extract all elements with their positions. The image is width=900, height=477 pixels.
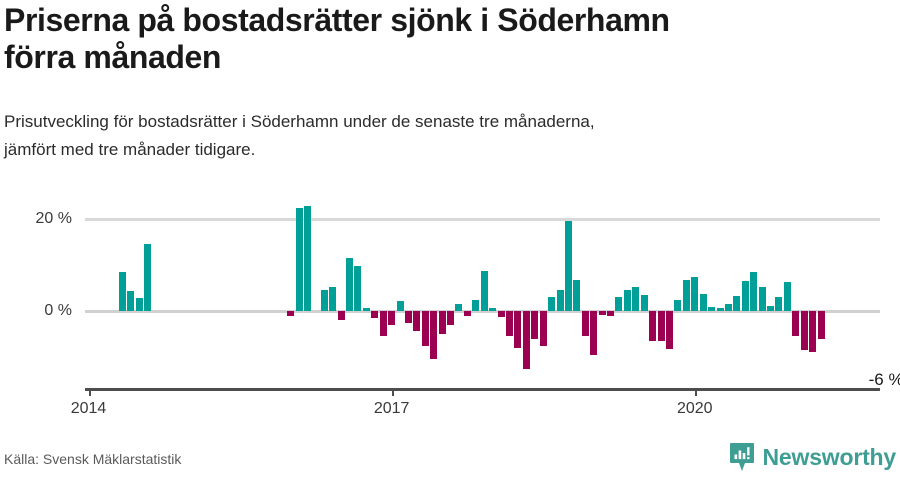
bar xyxy=(724,304,732,311)
bar xyxy=(632,287,640,311)
bar xyxy=(767,306,775,311)
bar xyxy=(809,311,817,353)
bar xyxy=(615,297,623,311)
bar xyxy=(388,311,396,325)
bar xyxy=(320,290,328,311)
bar xyxy=(472,299,480,311)
plot-area: -6 % xyxy=(85,196,900,388)
y-axis-label-20: 20 % xyxy=(35,210,72,227)
bar xyxy=(691,276,699,311)
gridline-0 xyxy=(85,309,880,313)
x-axis-label-2017: 2017 xyxy=(373,400,410,417)
bar xyxy=(564,221,572,311)
bar xyxy=(497,311,505,317)
bar xyxy=(590,311,598,355)
bar xyxy=(640,294,648,311)
bar xyxy=(649,311,657,341)
bar xyxy=(506,311,513,337)
x-axis-line xyxy=(85,388,880,391)
bar xyxy=(287,311,295,316)
x-tick-mark-2017 xyxy=(391,388,394,396)
bar xyxy=(783,282,791,311)
x-tick-mark-2020 xyxy=(694,388,697,396)
bar xyxy=(699,293,707,311)
bar xyxy=(135,297,143,311)
bar xyxy=(396,301,404,311)
bar xyxy=(522,311,530,369)
bar xyxy=(447,311,455,325)
bar xyxy=(716,308,724,311)
bar xyxy=(489,308,497,311)
bar xyxy=(665,311,673,349)
bar xyxy=(118,271,126,311)
bar xyxy=(657,311,665,341)
bar xyxy=(421,311,429,346)
bar xyxy=(674,299,682,311)
bar xyxy=(127,291,135,311)
bar xyxy=(741,281,749,311)
value-annotation: -6 % xyxy=(868,369,900,389)
bar xyxy=(708,307,716,311)
newsworthy-logo: Newsworthy xyxy=(729,442,896,472)
bar xyxy=(455,304,463,311)
bar xyxy=(438,311,446,334)
bar xyxy=(623,290,631,311)
bar xyxy=(581,311,589,337)
brand-name: Newsworthy xyxy=(762,443,897,470)
bar xyxy=(556,290,564,311)
bar xyxy=(337,311,345,321)
bar xyxy=(303,206,311,311)
bar xyxy=(430,311,438,360)
bar xyxy=(346,258,354,311)
x-tick-mark-2014 xyxy=(88,388,91,396)
bar xyxy=(539,311,547,346)
bar xyxy=(480,270,488,311)
bar-series xyxy=(85,196,880,386)
bar xyxy=(329,286,337,311)
bar xyxy=(800,311,808,351)
x-axis-label-2014: 2014 xyxy=(70,400,107,417)
bar xyxy=(573,279,581,311)
chart-subtitle: Prisutveckling för bostadsrätter i Söder… xyxy=(4,112,595,159)
bar xyxy=(548,297,556,311)
x-axis-label-2020: 2020 xyxy=(676,400,713,417)
bar xyxy=(514,311,522,348)
bar xyxy=(817,311,825,339)
bar xyxy=(371,311,379,318)
bar xyxy=(379,311,387,337)
bar xyxy=(598,311,606,315)
bar-chart-pin-icon xyxy=(729,442,755,472)
source-note: Källa: Svensk Mäklarstatistik xyxy=(4,451,182,467)
bar xyxy=(143,244,151,311)
bar-chart: -6 % 20 % 0 % 2014 2017 2020 xyxy=(0,196,900,428)
y-axis-label-0: 0 % xyxy=(44,302,72,319)
bar xyxy=(682,279,690,311)
gridline-20 xyxy=(85,217,880,221)
bar xyxy=(775,297,783,311)
bar xyxy=(750,271,758,311)
bar xyxy=(733,296,741,311)
bar xyxy=(531,311,539,339)
bar xyxy=(362,307,370,311)
bar xyxy=(792,311,800,337)
bar xyxy=(413,311,421,331)
bar xyxy=(404,311,412,323)
bar xyxy=(354,265,362,311)
bar xyxy=(463,311,471,316)
bar xyxy=(758,287,766,311)
bar xyxy=(607,311,615,316)
page-title: Priserna på bostadsrätter sjönk i Söderh… xyxy=(4,2,670,75)
bar xyxy=(295,207,303,311)
